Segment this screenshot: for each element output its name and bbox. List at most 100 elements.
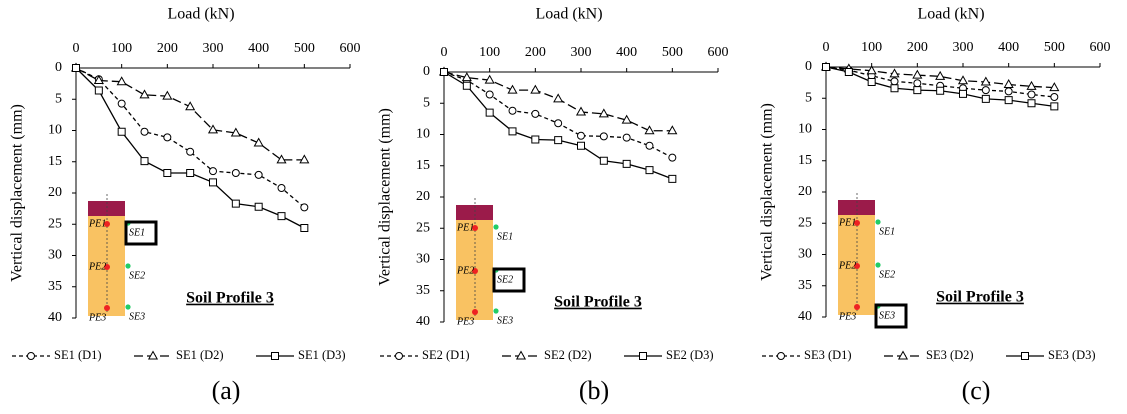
legend-marker [639, 352, 647, 360]
legend-marker [777, 352, 785, 360]
legend-marker [147, 350, 159, 360]
pile-sensor-label: PE2 [838, 260, 856, 271]
marker [912, 69, 923, 79]
soil-sensor-label: SE3 [497, 315, 513, 326]
pile-sensor [472, 309, 478, 315]
soil-sensor-label: SE2 [879, 269, 895, 280]
y-tick-label: 25 [48, 216, 62, 231]
marker [117, 99, 126, 108]
marker [554, 136, 563, 145]
y-tick-label: 15 [798, 153, 812, 168]
y-tick-label: 25 [798, 215, 812, 230]
marker [484, 74, 495, 84]
pile-sensor-label: PE3 [456, 316, 474, 327]
pile-sensor [104, 264, 110, 270]
y-tick-label: 15 [416, 158, 430, 173]
marker [599, 156, 608, 165]
y-tick-label: 20 [416, 189, 430, 204]
y-tick-label: 20 [798, 184, 812, 199]
legend-label: SE2 (D1) [422, 348, 470, 362]
pile-sensor [854, 263, 860, 269]
marker [277, 184, 286, 192]
marker [913, 86, 922, 95]
marker [890, 84, 899, 93]
x-tick-label: 400 [248, 41, 269, 56]
marker [981, 94, 990, 103]
marker [209, 178, 217, 187]
soil-sensor [875, 262, 881, 268]
marker [1004, 96, 1013, 105]
soil-sensor-label: SE1 [497, 231, 513, 242]
marker [822, 63, 830, 71]
y-tick-label: 35 [798, 278, 812, 293]
soil-sensor-label: SE2 [129, 270, 145, 281]
marker [254, 170, 263, 179]
legend-label: SE3 (D3) [1048, 348, 1096, 362]
x-tick-label: 300 [203, 41, 224, 56]
x-axis-title: Load (kN) [167, 6, 234, 23]
legend-marker [395, 352, 403, 360]
x-axis-title: Load (kN) [535, 6, 602, 23]
marker [554, 119, 563, 128]
inset-cap [838, 200, 875, 215]
x-tick-label: 100 [111, 41, 132, 56]
marker [186, 169, 195, 177]
pile-sensor-label: PE3 [838, 311, 856, 322]
marker [254, 202, 263, 211]
legend-label: SE1 (D1) [54, 348, 102, 362]
marker [645, 166, 654, 175]
marker [253, 137, 264, 147]
marker [117, 127, 126, 136]
pile-sensor-label: PE2 [88, 261, 106, 272]
x-tick-label: 100 [861, 40, 882, 55]
marker [507, 84, 518, 94]
marker [531, 109, 540, 118]
marker [461, 72, 472, 82]
marker [72, 64, 80, 72]
marker [645, 141, 654, 150]
marker [622, 159, 631, 168]
soil-sensor-label: SE3 [129, 311, 145, 322]
pile-sensor [104, 221, 110, 227]
y-tick-label: 40 [798, 309, 812, 324]
marker [599, 132, 608, 141]
x-tick-label: 300 [953, 40, 974, 55]
x-tick-label: 300 [571, 45, 592, 60]
y-tick-label: 40 [416, 314, 430, 329]
y-tick-label: 35 [48, 279, 62, 294]
marker [185, 101, 196, 111]
legend-label: SE3 (D2) [926, 348, 974, 362]
marker [575, 106, 587, 116]
x-axis-title: Load (kN) [917, 6, 984, 23]
y-tick-label: 5 [55, 91, 62, 106]
pile-sensor [104, 305, 110, 311]
y-tick-label: 5 [805, 90, 812, 105]
marker [276, 154, 287, 164]
marker [485, 108, 494, 117]
highlight-box [492, 267, 526, 293]
x-tick-label: 0 [823, 40, 830, 55]
soil-sensor [493, 224, 499, 230]
marker [94, 86, 103, 95]
marker [913, 79, 922, 88]
legend-label: SE1 (D3) [298, 348, 346, 362]
y-axis-title: Vertical displacement (mm) [759, 103, 776, 281]
x-tick-label: 600 [1090, 40, 1111, 55]
x-tick-label: 600 [708, 45, 729, 60]
marker [440, 68, 448, 76]
y-tick-label: 0 [55, 60, 62, 75]
marker [667, 125, 678, 135]
marker [889, 68, 900, 78]
y-axis-title: Vertical displacement (mm) [9, 104, 26, 282]
pile-sensor-label: PE1 [88, 218, 106, 229]
y-tick-label: 15 [48, 154, 62, 169]
y-axis-title: Vertical displacement (mm) [377, 108, 394, 286]
x-tick-label: 0 [73, 41, 80, 56]
inset-cap [88, 201, 125, 216]
series-line [75, 67, 305, 208]
pile-sensor [854, 220, 860, 226]
marker [163, 169, 172, 177]
marker [644, 125, 655, 135]
marker [980, 76, 991, 86]
marker [231, 169, 240, 177]
